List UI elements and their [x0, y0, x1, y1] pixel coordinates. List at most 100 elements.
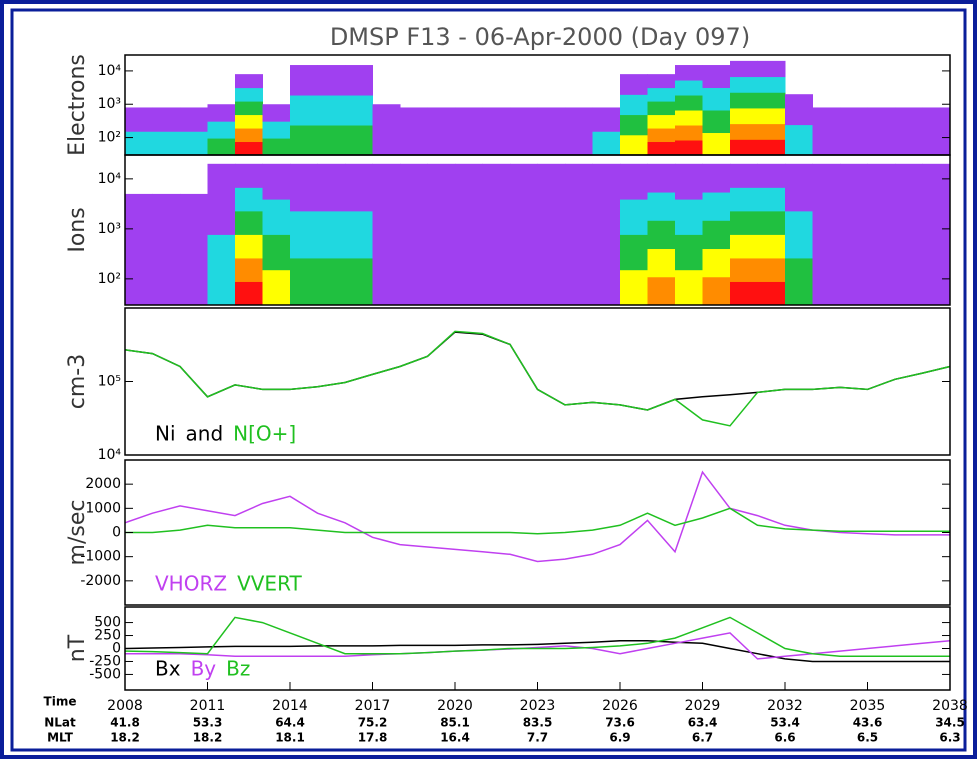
flux-cell	[648, 128, 676, 142]
y-tick-label: 0	[112, 525, 121, 541]
y-tick-label: 10²	[98, 130, 121, 146]
flux-cell	[758, 234, 786, 258]
mlt-value: 6.6	[774, 731, 795, 745]
flux-cell	[758, 164, 786, 188]
row-label: Time	[44, 695, 77, 709]
mlt-value: 6.3	[939, 731, 960, 745]
flux-cell	[868, 107, 896, 155]
flux-cell	[648, 249, 676, 278]
flux-cell	[153, 194, 181, 306]
x-tick-label: 2026	[602, 698, 638, 714]
flux-cell	[235, 101, 263, 115]
legend-entry: Bz	[226, 657, 250, 681]
nlat-value: 53.4	[770, 716, 800, 730]
flux-cell	[620, 164, 648, 200]
flux-cell	[758, 211, 786, 235]
flux-cell	[593, 131, 621, 155]
flux-cell	[235, 142, 263, 156]
flux-cell	[703, 277, 731, 306]
nlat-value: 41.8	[110, 716, 140, 730]
flux-cell	[593, 107, 621, 131]
flux-cell	[730, 108, 758, 124]
flux-cell	[263, 270, 291, 306]
mlt-value: 17.8	[358, 731, 388, 745]
nlat-value: 63.4	[688, 716, 718, 730]
x-tick-label: 2029	[685, 698, 721, 714]
flux-cell	[620, 234, 648, 270]
x-tick-label: 2023	[520, 698, 556, 714]
nlat-value: 73.6	[605, 716, 635, 730]
flux-cell	[373, 164, 401, 306]
y-tick-label: 10⁴	[98, 63, 122, 79]
nlat-value: 85.1	[440, 716, 470, 730]
flux-cell	[620, 135, 648, 156]
flux-cell	[263, 199, 291, 235]
flux-cell	[785, 125, 813, 156]
flux-cell	[703, 249, 731, 278]
flux-cell	[620, 94, 648, 115]
flux-cell	[263, 121, 291, 138]
mlt-value: 18.1	[275, 731, 305, 745]
flux-cell	[235, 164, 263, 188]
mlt-value: 6.9	[609, 731, 630, 745]
flux-cell	[703, 164, 731, 193]
flux-cell	[263, 138, 291, 155]
y-tick-label: -2000	[80, 573, 121, 589]
flux-cell	[263, 164, 291, 200]
flux-cell	[758, 92, 786, 108]
flux-cell	[208, 121, 236, 138]
nlat-value: 43.6	[853, 716, 883, 730]
legend-entry: VHORZ	[155, 572, 227, 596]
flux-cell	[730, 77, 758, 93]
y-tick-label: 10²	[98, 271, 121, 287]
mlt-value: 16.4	[440, 731, 470, 745]
legend-entry: VVERT	[237, 572, 302, 596]
y-tick-label: 10⁴	[98, 171, 122, 187]
flux-cell	[620, 115, 648, 136]
flux-cell	[703, 65, 731, 88]
flux-cell	[290, 258, 318, 306]
flux-cell	[180, 131, 208, 155]
flux-cell	[730, 139, 758, 155]
flux-cell	[895, 164, 923, 306]
flux-cell	[235, 88, 263, 102]
flux-cell	[400, 164, 428, 306]
flux-cell	[785, 211, 813, 259]
row-label: NLat	[44, 716, 76, 730]
y-tick-label: 10³	[98, 221, 121, 237]
x-tick-label: 2035	[850, 698, 886, 714]
nlat-value: 64.4	[275, 716, 305, 730]
flux-cell	[758, 139, 786, 155]
flux-cell	[318, 211, 346, 259]
flux-cell	[483, 107, 511, 155]
flux-cell	[648, 115, 676, 129]
flux-cell	[923, 164, 951, 306]
flux-cell	[730, 187, 758, 211]
y-axis-label: Ions	[65, 207, 90, 252]
flux-cell	[840, 107, 868, 155]
flux-cell	[290, 95, 318, 125]
flux-cell	[428, 107, 456, 155]
flux-cell	[703, 133, 731, 156]
flux-cell	[235, 281, 263, 305]
flux-cell	[675, 270, 703, 306]
chart-title: DMSP F13 - 06-Apr-2000 (Day 097)	[330, 23, 750, 51]
mlt-value: 6.7	[692, 731, 713, 745]
flux-cell	[648, 277, 676, 306]
legend-entry: By	[191, 657, 217, 681]
flux-cell	[785, 164, 813, 212]
flux-cell	[730, 281, 758, 305]
flux-cell	[730, 92, 758, 108]
flux-cell	[455, 107, 483, 155]
flux-cell	[538, 164, 566, 306]
flux-cell	[703, 88, 731, 111]
flux-cell	[675, 199, 703, 235]
x-tick-label: 2020	[437, 698, 473, 714]
flux-cell	[675, 234, 703, 270]
flux-cell	[785, 94, 813, 125]
flux-cell	[648, 164, 676, 193]
y-tick-label: 10⁴	[98, 447, 122, 463]
flux-cell	[345, 164, 373, 212]
flux-cell	[675, 80, 703, 95]
flux-cell	[730, 164, 758, 188]
